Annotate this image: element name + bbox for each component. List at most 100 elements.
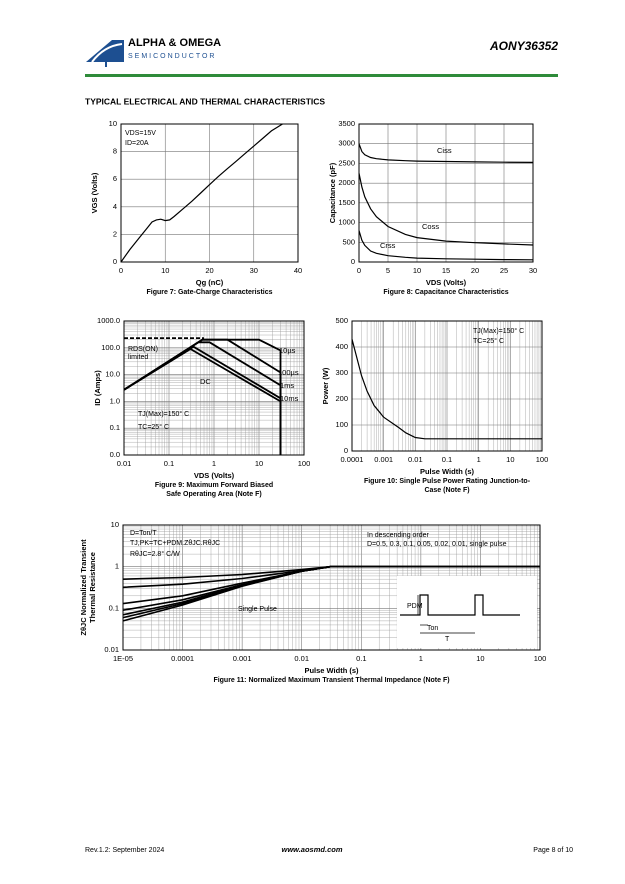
chart-title: Case (Note F) [424, 487, 469, 494]
y-tick-label: 6 [113, 174, 117, 183]
y-axis-label: Capacitance (pF) [328, 162, 337, 223]
y-tick-label: 2000 [338, 178, 355, 187]
x-tick-label: 100 [534, 654, 547, 663]
y-tick-label: 0.01 [104, 645, 119, 654]
annotation: ID=20A [125, 140, 149, 147]
chart-title: Figure 8: Capacitance Characteristics [383, 289, 508, 296]
annotation: RθJC=2.8° C/W [130, 550, 180, 558]
x-tick-label: 0.1 [164, 459, 174, 468]
y-tick-label: 1.0 [110, 396, 120, 405]
y-tick-label: 3500 [338, 119, 355, 128]
y-tick-label: 10 [111, 520, 119, 529]
series-label: Ciss [437, 146, 452, 155]
section-title: TYPICAL ELECTRICAL AND THERMAL CHARACTER… [85, 96, 325, 106]
x-tick-label: 100 [536, 455, 549, 464]
chart-title: Figure 7: Gate-Charge Characteristics [146, 289, 272, 296]
x-tick-label: 1E-05 [113, 654, 133, 663]
x-axis-label: VDS (Volts) [426, 278, 467, 287]
x-tick-label: 25 [500, 266, 508, 275]
annotation: TC=25° C [138, 423, 169, 431]
annotation: PDM [407, 603, 423, 610]
y-tick-label: 100 [335, 420, 348, 429]
x-tick-label: 0.01 [408, 455, 423, 464]
chart-title: Figure 11: Normalized Maximum Transient … [213, 677, 449, 684]
chart: 0 5 10 15 20 25 30 0 500 1000 1500 2000 2500 3000 3500… [328, 119, 537, 296]
x-tick-label: 40 [294, 266, 302, 275]
series-label: Crss [380, 241, 396, 250]
x-tick-label: 0.0001 [171, 654, 194, 663]
chart-title: Safe Operating Area (Note F) [166, 491, 261, 498]
annotation: TJ(Max)=150° C [138, 410, 189, 418]
y-tick-label: 400 [335, 342, 348, 351]
data-line [120, 123, 283, 263]
x-tick-label: 0.1 [356, 654, 366, 663]
revision: Rev.1.2: September 2024 [85, 847, 164, 854]
y-tick-label: 8 [113, 147, 117, 156]
annotation: TC=25° C [473, 337, 504, 345]
x-tick-label: 30 [529, 266, 537, 275]
data-line [122, 565, 540, 622]
y-tick-label: 1000 [338, 218, 355, 227]
chart: 0.0001 0.001 0.01 0.1 1 10 100 0 100 200 300 400 500… [321, 316, 548, 494]
plot-frame [358, 123, 534, 263]
company: ALPHA & OMEGA [128, 37, 221, 49]
x-tick-label: 10 [255, 459, 263, 468]
x-tick-label: 0.0001 [341, 455, 364, 464]
x-tick-label: 10 [161, 266, 169, 275]
y-tick-label: 200 [335, 394, 348, 403]
website: www.aosmd.com [282, 845, 343, 854]
x-axis-label: VDS (Volts) [194, 471, 235, 480]
y-tick-label: 2500 [338, 158, 355, 167]
y-tick-label: 500 [335, 316, 348, 325]
y-axis-label: ZθJC Normalized Transient [79, 539, 88, 636]
y-tick-label: 0.0 [110, 450, 120, 459]
x-tick-label: 0.1 [442, 455, 452, 464]
x-tick-label: 20 [205, 266, 213, 275]
x-tick-label: 15 [442, 266, 450, 275]
logo [86, 40, 124, 67]
y-axis-label: VGS (Volts) [90, 172, 99, 213]
data-line [358, 173, 534, 246]
series-label: DC [200, 377, 211, 386]
x-tick-label: 0 [357, 266, 361, 275]
y-tick-label: 0 [113, 257, 117, 266]
x-tick-label: 1 [419, 654, 423, 663]
annotation: limited [128, 354, 148, 361]
annotation: TJ,PK=TC+PDM.ZθJC.RθJC [130, 540, 220, 547]
x-tick-label: 10 [476, 654, 484, 663]
y-tick-label: 1500 [338, 198, 355, 207]
header-rule [85, 74, 558, 77]
y-tick-label: 1000.0 [97, 316, 120, 325]
x-tick-label: 0.01 [117, 459, 132, 468]
plot-frame [123, 320, 305, 456]
x-axis-label: Pulse Width (s) [420, 467, 475, 476]
x-tick-label: 100 [298, 459, 311, 468]
x-tick-label: 0.001 [233, 654, 252, 663]
x-tick-label: 10 [506, 455, 514, 464]
y-tick-label: 0.1 [109, 603, 119, 612]
series-label: 10µs [279, 346, 296, 355]
series-label: 10ms [280, 394, 299, 403]
annotation: Single Pulse [238, 606, 277, 613]
y-tick-label: 300 [335, 368, 348, 377]
x-tick-label: 0 [119, 266, 123, 275]
y-tick-label: 0 [344, 446, 348, 455]
y-tick-label: 10 [109, 119, 117, 128]
annotation: In descending order [367, 532, 430, 539]
chart: 0 10 20 30 40 0 2 4 6 8 10 VDS=15V ID=20A Qg (nC) VGS … [90, 119, 302, 296]
x-tick-label: 0.01 [294, 654, 309, 663]
y-tick-label: 2 [113, 229, 117, 238]
annotation: T [445, 636, 450, 643]
y-axis-label: Power (W) [321, 367, 330, 404]
y-tick-label: 0.1 [110, 423, 120, 432]
series-label: 1ms [280, 381, 294, 390]
annotation: Ton [427, 625, 438, 632]
annotation: VDS=15V [125, 130, 156, 137]
x-tick-label: 0.001 [374, 455, 393, 464]
part-number: AONY36352 [489, 39, 558, 53]
x-tick-label: 5 [386, 266, 390, 275]
y-tick-label: 100.0 [101, 343, 120, 352]
annotation: TJ(Max)=150° C [473, 327, 524, 335]
y-axis-label: Thermal Resistance [88, 552, 97, 623]
